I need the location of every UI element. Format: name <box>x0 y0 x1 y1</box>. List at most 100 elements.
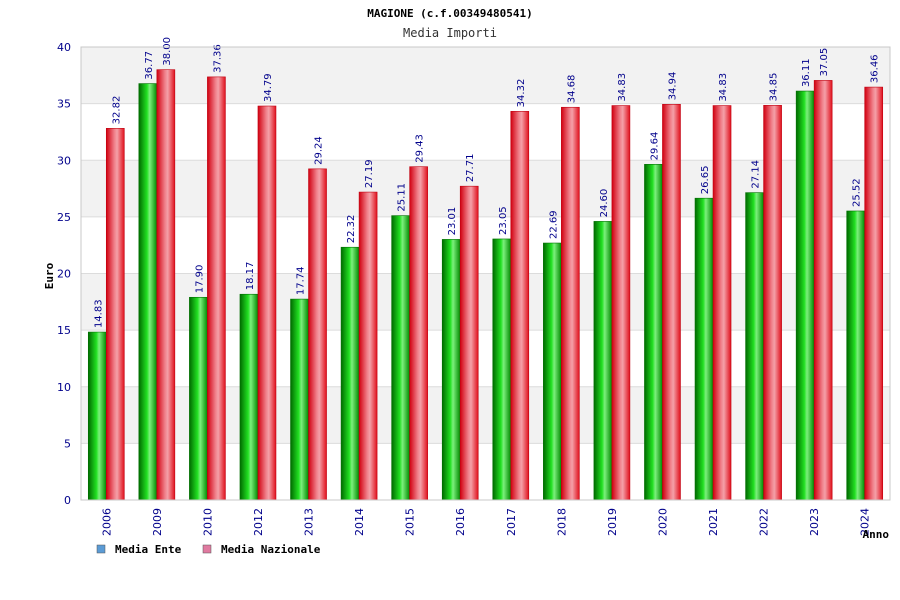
bar-media-nazionale <box>105 128 125 501</box>
bar-media-ente <box>644 164 663 501</box>
data-label: 27.14 <box>751 160 762 189</box>
data-label: 26.65 <box>700 166 711 195</box>
chart-title: MAGIONE (c.f.00349480541) <box>367 7 533 20</box>
bar-media-ente <box>87 331 107 501</box>
data-label: 18.17 <box>245 262 256 291</box>
bar-media-ente <box>795 90 815 501</box>
bar-media-nazionale <box>308 168 327 501</box>
x-tick-label: 2019 <box>606 508 619 536</box>
bar-media-ente <box>543 242 562 501</box>
y-tick-label: 20 <box>57 268 71 281</box>
x-axis-label: Anno <box>863 528 890 541</box>
bar-media-ente <box>189 296 208 501</box>
x-tick-label: 2018 <box>555 508 568 536</box>
data-label: 34.83 <box>718 73 729 102</box>
x-tick-label: 2017 <box>505 508 518 536</box>
chart-subtitle: Media Importi <box>403 26 497 40</box>
data-label: 23.01 <box>447 207 458 236</box>
y-tick-label: 35 <box>57 98 71 111</box>
data-label: 25.11 <box>397 183 408 212</box>
bar-media-nazionale <box>763 105 782 501</box>
bar-media-ente <box>745 192 764 501</box>
plot-border <box>80 46 891 501</box>
data-label: 25.52 <box>852 178 863 207</box>
bar-media-ente <box>694 197 714 501</box>
bar-media-nazionale <box>156 69 176 501</box>
data-label: 27.71 <box>465 154 476 183</box>
y-tick-label: 15 <box>57 324 71 337</box>
bar-media-nazionale <box>813 80 833 501</box>
bar-media-nazionale <box>409 166 428 501</box>
x-tick-label: 2022 <box>758 508 771 536</box>
x-tick-label: 2020 <box>656 508 669 536</box>
data-label: 37.36 <box>212 44 223 73</box>
y-tick-label: 25 <box>57 211 71 224</box>
bar-media-ente <box>239 293 259 501</box>
bar-media-ente <box>846 210 866 501</box>
data-label: 27.19 <box>364 159 375 188</box>
bar-media-ente <box>290 298 309 501</box>
bars <box>87 69 884 501</box>
y-axis-label: Euro <box>43 262 56 289</box>
data-label: 36.11 <box>801 58 812 87</box>
bar-media-nazionale <box>257 105 277 501</box>
data-label: 34.79 <box>263 73 274 102</box>
x-tick-label: 2016 <box>454 508 467 536</box>
data-label: 34.32 <box>516 79 527 108</box>
legend-label-media-nazionale: Media Nazionale <box>221 543 321 556</box>
y-tick-label: 10 <box>57 381 71 394</box>
bar-media-ente <box>138 83 158 501</box>
bar-media-ente <box>340 246 360 501</box>
x-tick-label: 2024 <box>859 508 872 536</box>
bar-media-nazionale <box>662 104 681 501</box>
x-tick-label: 2015 <box>404 508 417 536</box>
bar-media-nazionale <box>510 111 530 501</box>
bar-media-ente <box>593 221 613 501</box>
data-label: 34.85 <box>769 73 780 102</box>
data-label: 38.00 <box>162 37 173 66</box>
y-axis-ticks: 0 5 10 15 20 25 30 35 40 <box>57 41 71 507</box>
x-tick-label: 2013 <box>303 508 316 536</box>
x-tick-label: 2012 <box>252 508 265 536</box>
x-tick-label: 2023 <box>808 508 821 536</box>
data-label: 32.82 <box>111 96 122 125</box>
plot-area: 14.83 32.82 36.77 38.00 17.90 37.36 18.17 34.79… <box>80 37 891 501</box>
data-label: 37.05 <box>819 48 830 77</box>
y-tick-label: 5 <box>64 437 71 450</box>
x-tick-label: 2006 <box>100 508 113 536</box>
legend: Media Ente Media Nazionale <box>96 543 321 556</box>
data-label: 34.68 <box>566 75 577 104</box>
bar-media-nazionale <box>459 185 479 501</box>
data-label: 14.83 <box>93 299 104 328</box>
legend-swatch-media-ente <box>96 544 106 554</box>
data-labels: 14.83 32.82 36.77 38.00 17.90 37.36 18.17 34.79… <box>93 37 880 328</box>
y-tick-label: 30 <box>57 154 71 167</box>
data-label: 34.83 <box>617 73 628 102</box>
x-tick-label: 2010 <box>201 508 214 536</box>
x-tick-label: 2009 <box>151 508 164 536</box>
bar-media-nazionale <box>561 106 580 501</box>
bar-media-nazionale <box>864 86 884 501</box>
data-label: 17.74 <box>296 266 307 295</box>
data-label: 34.94 <box>667 72 678 101</box>
bar-media-nazionale <box>207 76 226 501</box>
bar-media-ente <box>441 239 461 501</box>
data-label: 36.46 <box>870 54 881 83</box>
data-label: 17.90 <box>194 265 205 294</box>
bar-media-ente <box>492 238 512 501</box>
data-label: 36.77 <box>144 51 155 80</box>
y-tick-label: 0 <box>64 494 71 507</box>
y-tick-label: 40 <box>57 41 71 54</box>
data-label: 29.43 <box>415 134 426 163</box>
x-tick-label: 2014 <box>353 508 366 536</box>
bar-media-nazionale <box>358 191 378 501</box>
data-label: 29.64 <box>649 132 660 161</box>
x-tick-label: 2021 <box>707 508 720 536</box>
data-label: 24.60 <box>599 189 610 218</box>
data-label: 22.69 <box>548 210 559 239</box>
legend-label-media-ente: Media Ente <box>115 543 182 556</box>
bar-media-nazionale <box>712 105 732 501</box>
data-label: 29.24 <box>314 136 325 165</box>
legend-swatch-media-nazionale <box>202 544 212 554</box>
